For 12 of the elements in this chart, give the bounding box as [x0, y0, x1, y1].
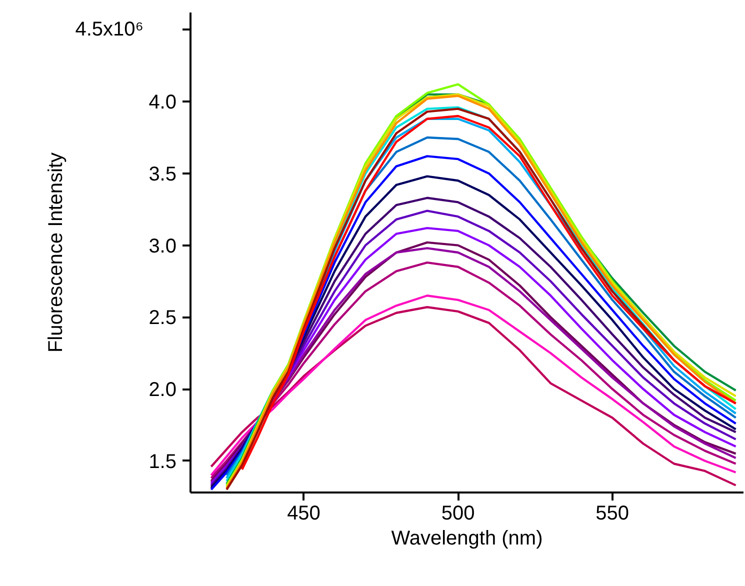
- y-tick-label: 3.5: [148, 163, 177, 186]
- y-tick-label: 3.0: [148, 235, 177, 258]
- x-tick-label: 550: [596, 502, 630, 524]
- y-tick-label: 4.0: [148, 92, 177, 114]
- y-tick-label: 2.5: [148, 307, 177, 330]
- x-axis-title: Wavelength (nm): [391, 528, 543, 550]
- x-tick-label: 500: [441, 502, 475, 524]
- x-tick-label: 450: [287, 502, 320, 524]
- y-tick-label: 1.5: [148, 450, 177, 473]
- text: 4.5x10⁶: [75, 18, 144, 41]
- y-tick-label: 2.0: [148, 379, 177, 402]
- y-axis-title: Fluorescence Intensity: [45, 152, 68, 353]
